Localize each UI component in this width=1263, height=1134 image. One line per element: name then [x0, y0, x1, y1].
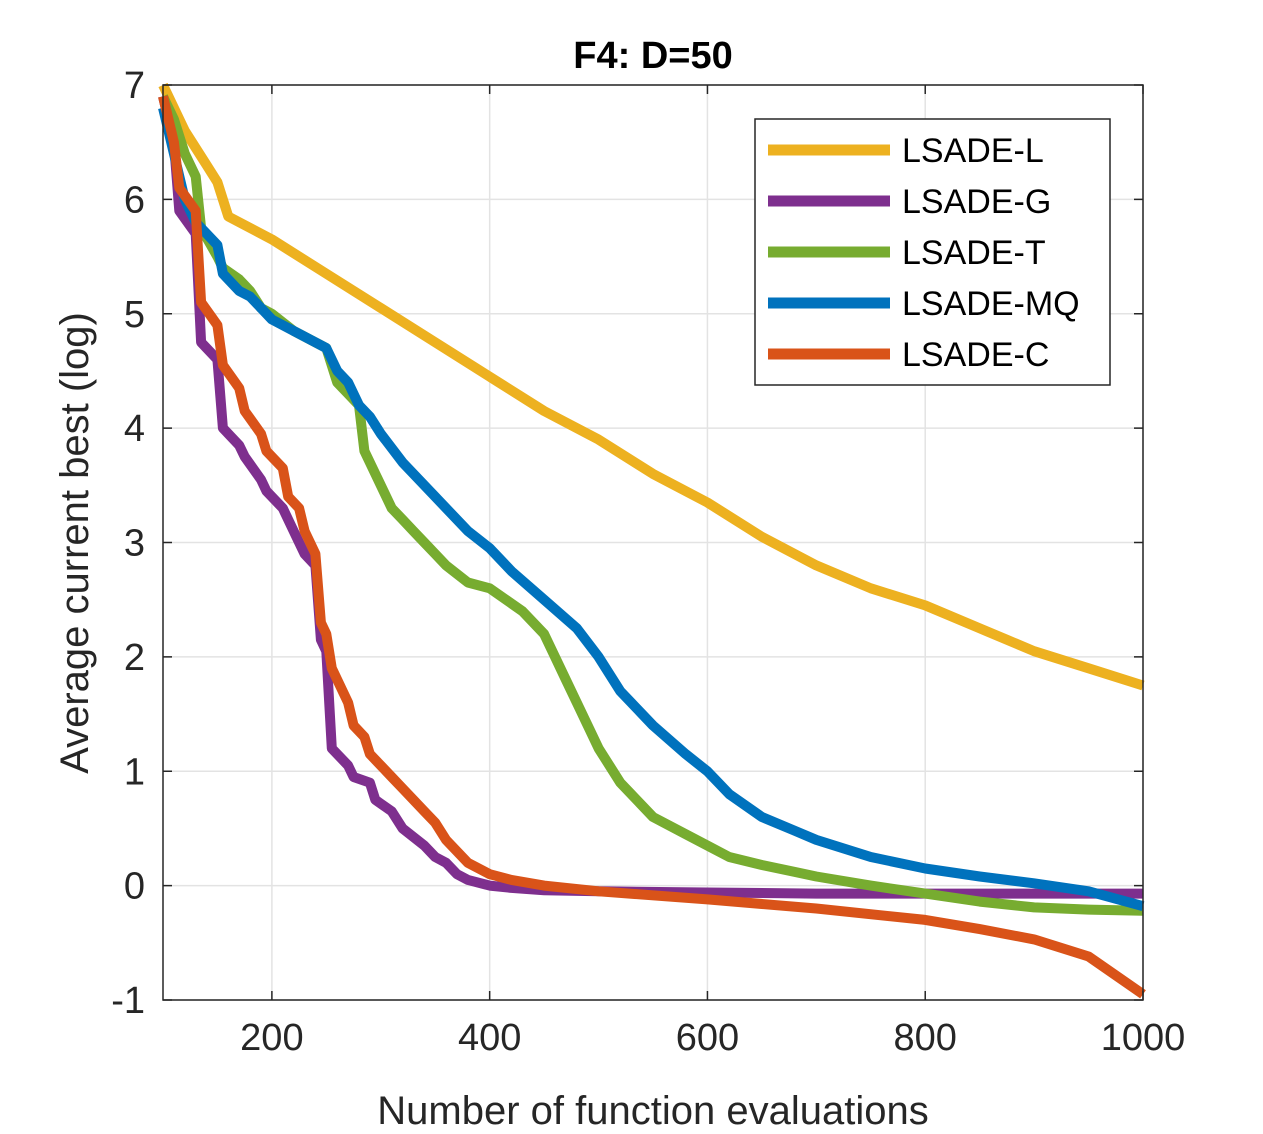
- legend-entry: LSADE-L: [902, 132, 1044, 170]
- x-tick-label: 600: [676, 1017, 739, 1059]
- legend: LSADE-L LSADE-G LSADE-T LSADE-MQ LSADE-C: [754, 118, 1111, 386]
- y-tick-label: 0: [124, 866, 145, 908]
- y-axis-ticks: -1 0 1 2 3 4 5 6 7: [111, 65, 1143, 1022]
- legend-entry: LSADE-G: [902, 183, 1051, 221]
- series-group: [158, 82, 1146, 999]
- x-tick-label: 400: [458, 1017, 521, 1059]
- legend-entry: LSADE-T: [902, 234, 1046, 272]
- y-tick-label: 7: [124, 65, 145, 107]
- series-line-lsade-l: [158, 82, 1145, 691]
- y-tick-label: 3: [124, 523, 145, 565]
- x-tick-label: 1000: [1101, 1017, 1186, 1059]
- x-tick-label: 800: [894, 1017, 957, 1059]
- y-tick-label: 4: [124, 408, 145, 450]
- y-tick-label: 5: [124, 294, 145, 336]
- y-tick-label: 2: [124, 637, 145, 679]
- y-tick-label: 6: [124, 179, 145, 221]
- x-axis-ticks: 200 400 600 800 1000: [240, 85, 1185, 1059]
- legend-entry: LSADE-C: [902, 336, 1049, 374]
- chart-title: F4: D=50: [573, 35, 732, 77]
- series-line-lsade-mq: [158, 106, 1145, 912]
- series-line-lsade-g: [158, 95, 1143, 899]
- legend-entry: LSADE-MQ: [902, 285, 1080, 323]
- y-tick-label: 1: [124, 751, 145, 793]
- x-axis-label: Number of function evaluations: [377, 1089, 928, 1133]
- x-tick-label: 200: [240, 1017, 303, 1059]
- y-tick-label: -1: [111, 980, 145, 1022]
- series-line-lsade-c: [158, 95, 1146, 999]
- y-axis-label: Average current best (log): [53, 312, 97, 774]
- series-line-lsade-t: [158, 94, 1144, 916]
